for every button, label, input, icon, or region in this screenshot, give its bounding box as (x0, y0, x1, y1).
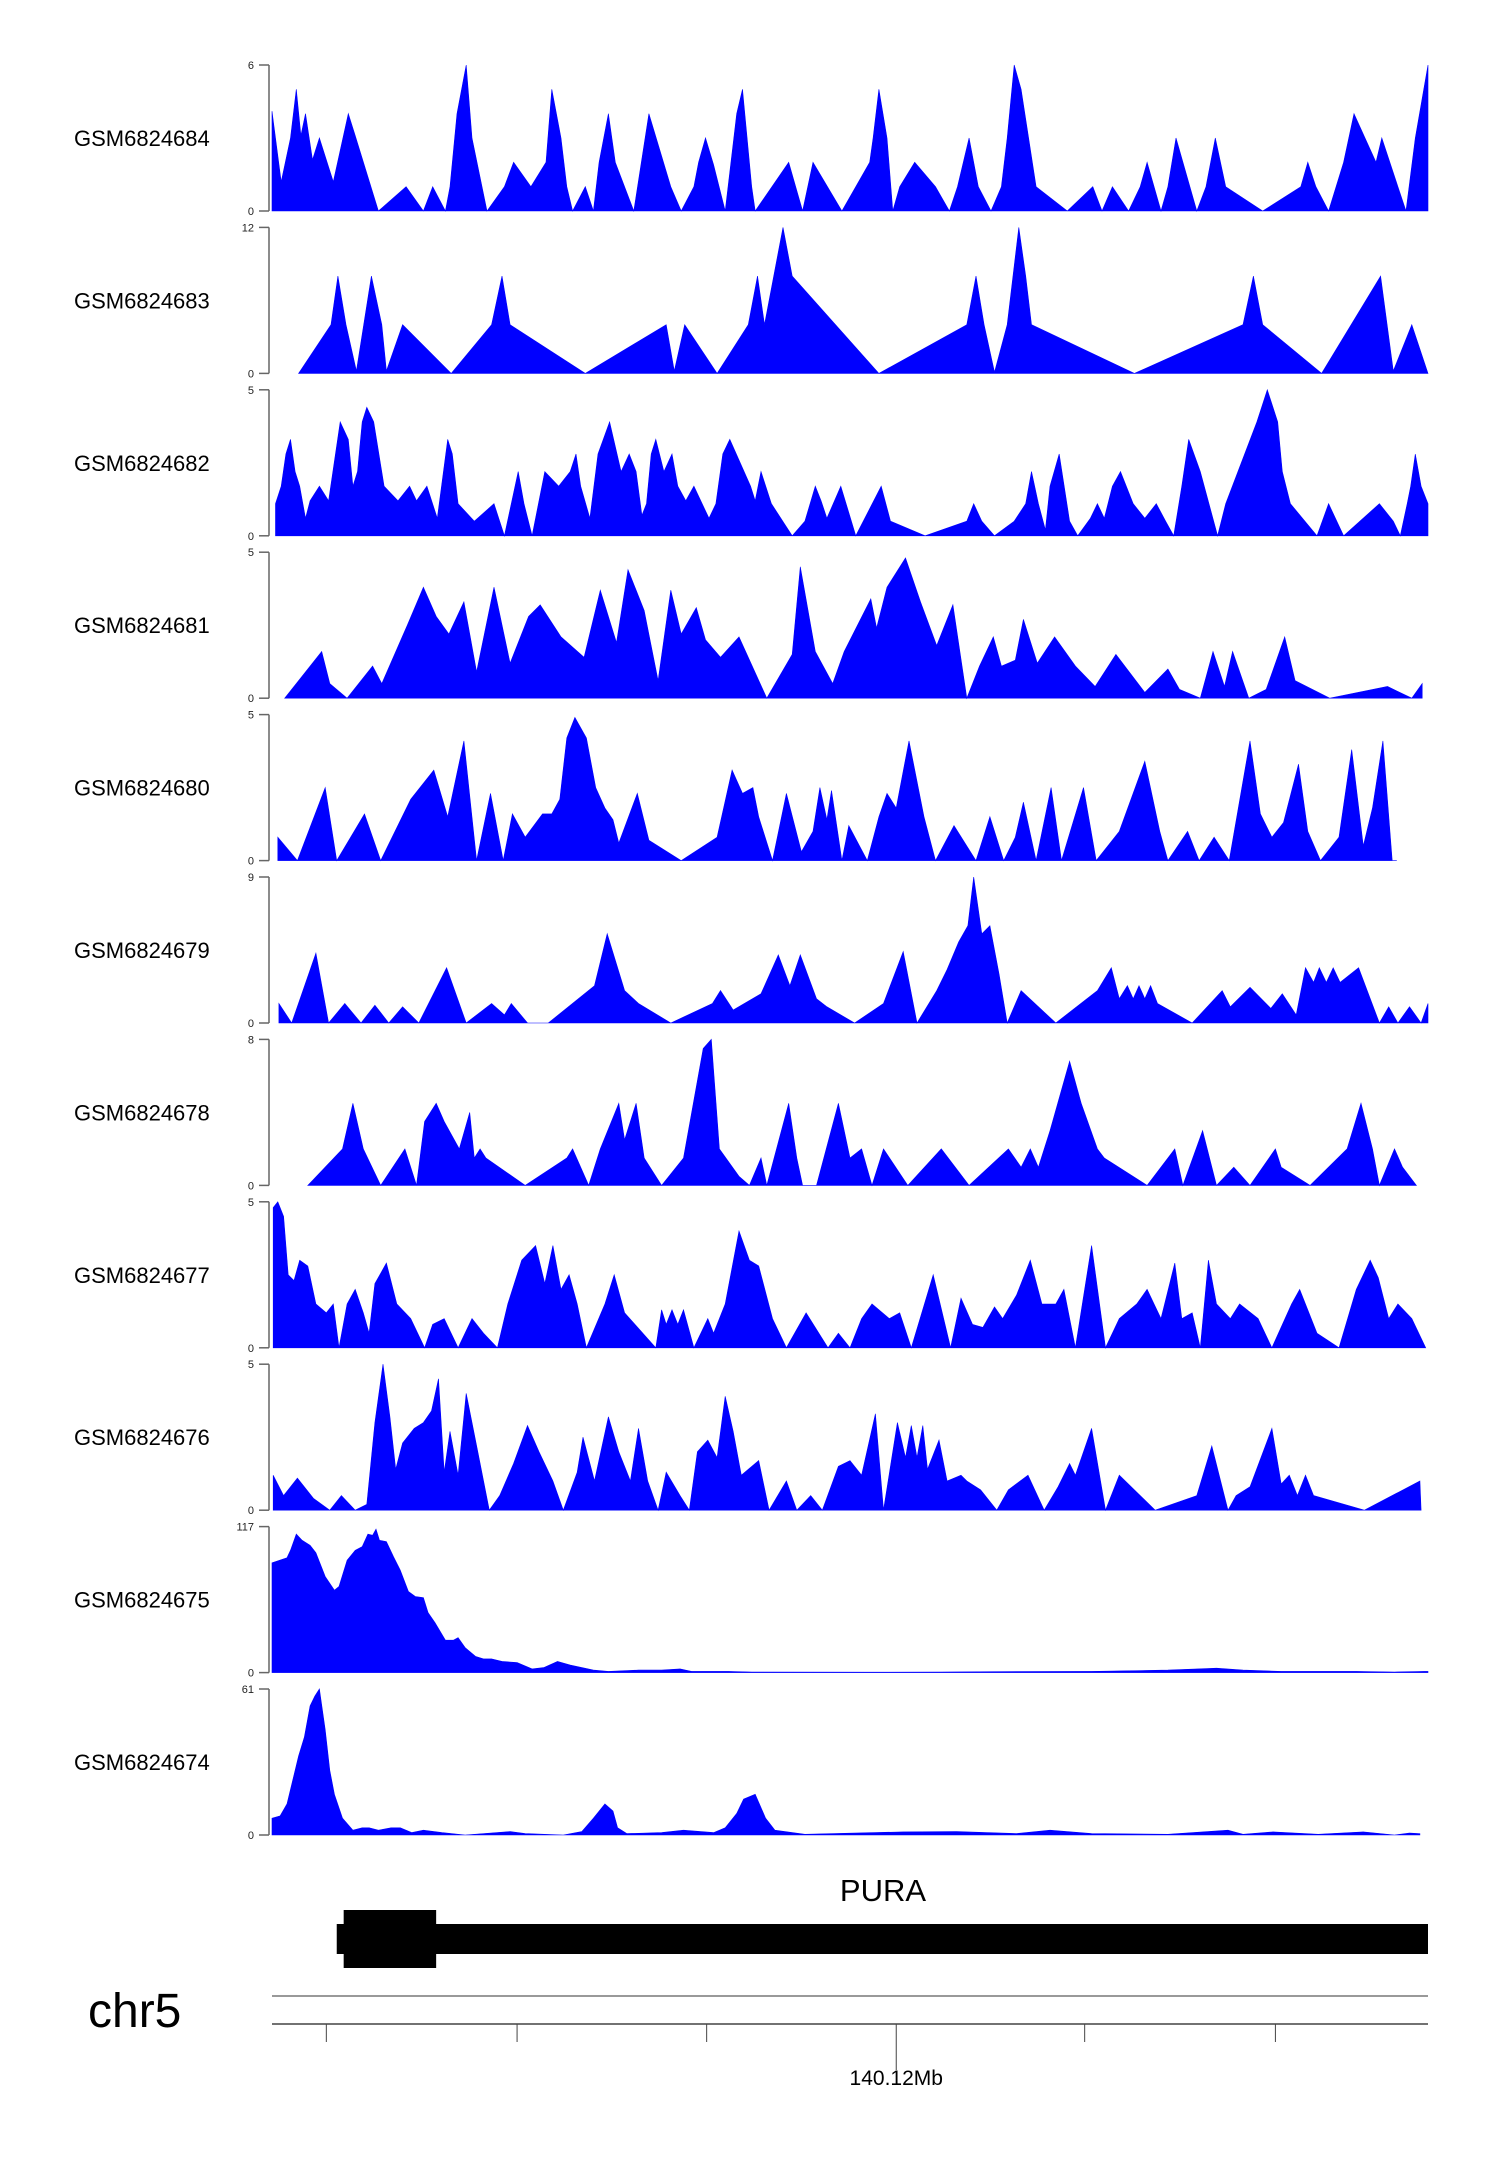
y-tick-label: 0 (248, 1668, 254, 1680)
gene-exons (343, 1910, 437, 1968)
track-GSM6824681: GSM6824681 0 5 (74, 547, 1423, 705)
y-tick-label: 0 (248, 1180, 254, 1192)
coverage-area (284, 557, 1423, 700)
track-label: GSM6824683 (74, 288, 210, 313)
position-tick-label: 140.12Mb (850, 2067, 943, 2090)
track-GSM6824675: GSM6824675 0 117 (74, 1522, 1429, 1680)
track-GSM6824680: GSM6824680 0 5 (74, 710, 1397, 868)
track-label: GSM6824679 (74, 938, 210, 963)
y-tick-label: 5 (248, 1359, 254, 1371)
y-tick-label: 0 (248, 1018, 254, 1030)
y-tick-label: 117 (236, 1522, 254, 1534)
track-label: GSM6824678 (74, 1100, 210, 1125)
y-tick-label: 9 (248, 872, 254, 884)
track-GSM6824678: GSM6824678 0 8 (74, 1034, 1418, 1192)
track-GSM6824674: GSM6824674 0 61 (74, 1684, 1421, 1842)
gene-name: PURA (840, 1873, 926, 1908)
track-label: GSM6824682 (74, 451, 210, 476)
coverage-area (307, 1038, 1418, 1187)
track-GSM6824682: GSM6824682 0 5 (74, 385, 1429, 543)
y-tick-label: 5 (248, 710, 254, 722)
coverage-area (271, 64, 1429, 213)
chromosome-label: chr5 (88, 1985, 181, 2038)
track-GSM6824679: GSM6824679 0 9 (74, 872, 1429, 1030)
coverage-area (272, 1201, 1427, 1349)
y-tick-label: 12 (242, 222, 254, 234)
track-label: GSM6824674 (74, 1750, 210, 1775)
gene-body (336, 1924, 1429, 1954)
y-tick-label: 0 (248, 1343, 254, 1355)
coverage-area (275, 388, 1429, 537)
y-tick-label: 0 (248, 206, 254, 218)
gene-track: PURA (336, 1873, 1429, 1968)
y-tick-label: 5 (248, 547, 254, 559)
y-tick-label: 61 (242, 1684, 254, 1696)
coverage-area (278, 876, 1429, 1025)
coverage-area (298, 227, 1429, 374)
y-tick-label: 8 (248, 1034, 254, 1046)
y-tick-label: 5 (248, 1197, 254, 1209)
y-tick-label: 0 (248, 693, 254, 705)
track-GSM6824684: GSM6824684 0 6 (74, 60, 1429, 218)
coverage-area (271, 1528, 1429, 1673)
track-label: GSM6824681 (74, 613, 210, 638)
coverage-area (272, 1364, 1422, 1512)
track-label: GSM6824677 (74, 1263, 210, 1288)
axis-ticks (325, 2024, 1276, 2070)
track-label: GSM6824680 (74, 776, 210, 801)
y-tick-label: 0 (248, 856, 254, 868)
genome-axis: chr5 140.12Mb (88, 1985, 1428, 2090)
y-tick-label: 5 (248, 385, 254, 397)
track-GSM6824683: GSM6824683 0 12 (74, 222, 1429, 380)
y-tick-label: 0 (248, 1830, 254, 1842)
y-tick-label: 0 (248, 531, 254, 543)
gene-exon (343, 1910, 437, 1968)
track-label: GSM6824675 (74, 1588, 210, 1613)
track-label: GSM6824676 (74, 1425, 210, 1450)
track-GSM6824676: GSM6824676 0 5 (74, 1359, 1422, 1517)
coverage-area (277, 716, 1397, 862)
y-tick-label: 6 (248, 60, 254, 72)
track-label: GSM6824684 (74, 126, 210, 151)
coverage-area (271, 1688, 1421, 1836)
y-tick-label: 0 (248, 1505, 254, 1517)
y-tick-label: 0 (248, 368, 254, 380)
coverage-tracks: GSM682468406GSM6824683012GSM682468205GSM… (74, 60, 1429, 1842)
track-GSM6824677: GSM6824677 0 5 (74, 1197, 1427, 1355)
